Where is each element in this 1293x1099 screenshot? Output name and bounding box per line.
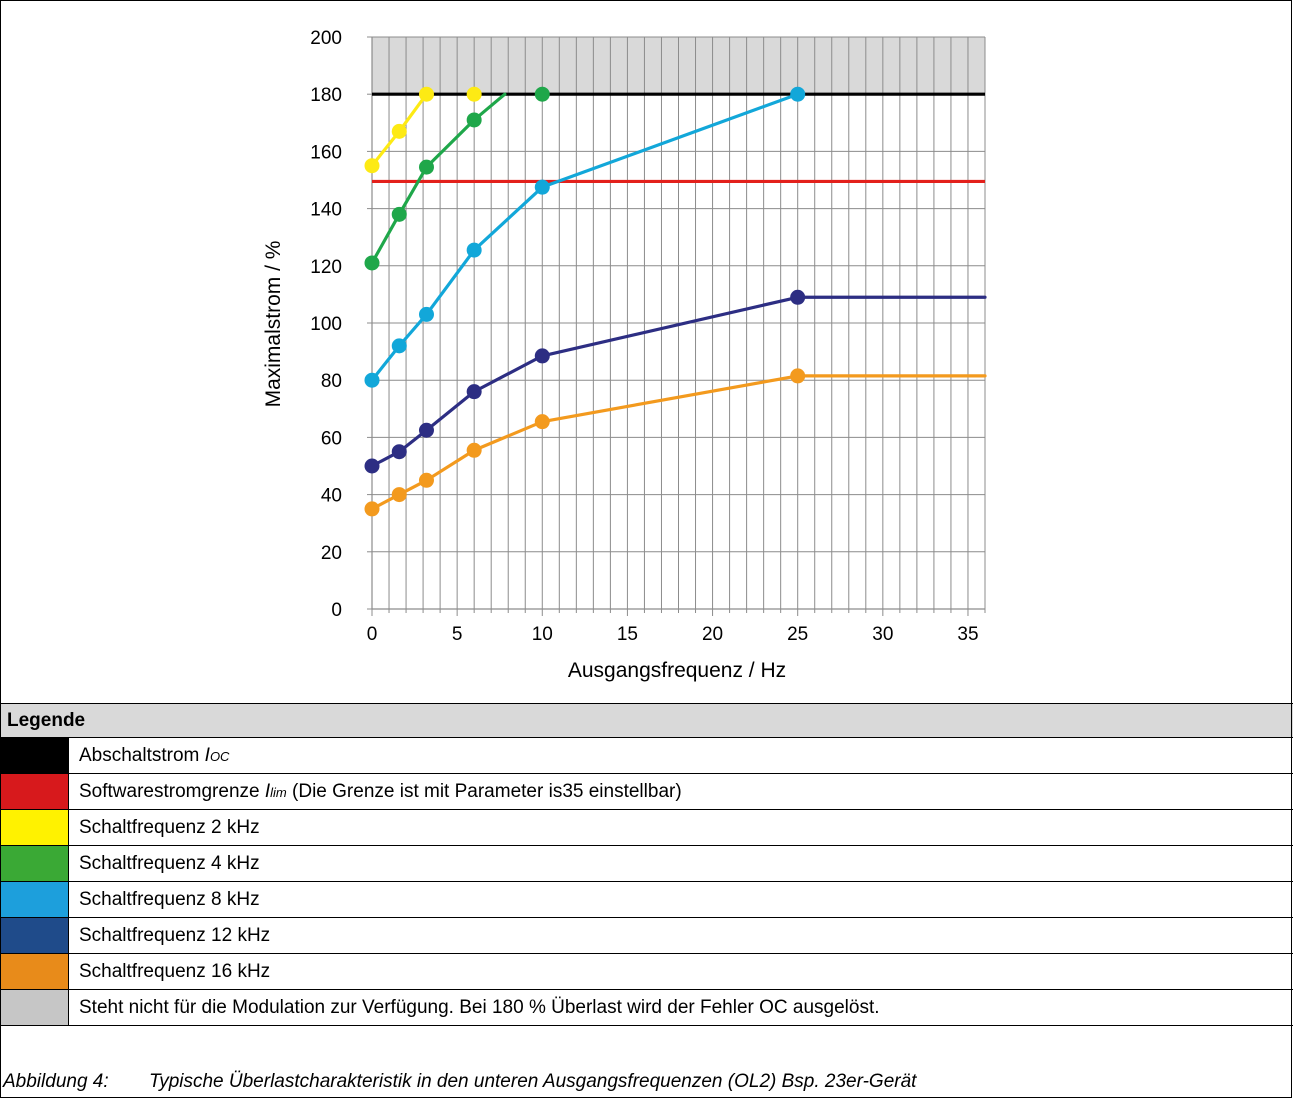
data-point [534,179,550,195]
series-1 [364,86,550,271]
legend-label: Schaltfrequenz 4 kHz [79,853,260,874]
x-tick-label: 25 [787,624,808,645]
x-axis-title: Ausgangsfrequenz / Hz [568,659,786,682]
y-tick-label: 0 [331,600,342,621]
legend-label: Schaltfrequenz 8 kHz [79,889,260,910]
legend-row: Steht nicht für die Modulation zur Verfü… [0,990,1293,1026]
y-tick-label: 120 [310,257,342,278]
legend-row: Schaltfrequenz 2 kHz [0,810,1293,846]
data-point [364,255,380,271]
legend-label: Schaltfrequenz 2 kHz [79,817,260,838]
y-tick-label: 100 [310,314,342,335]
legend-row: Softwarestromgrenze Ilim (Die Grenze ist… [0,774,1293,810]
series-3 [364,289,987,474]
legend-title: Legende [0,703,1293,738]
y-tick-label: 60 [321,428,342,449]
legend-label: Softwarestromgrenze Ilim (Die Grenze ist… [79,781,682,802]
y-tick-label: 40 [321,486,342,507]
figure-caption: Abbildung 4: Typische Überlastcharakteris… [0,1066,1293,1099]
caption-text: Typische Überlastcharakteristik in den u… [149,1071,917,1092]
y-tick-label: 140 [310,200,342,221]
x-tick-label: 0 [367,624,378,645]
y-tick-label: 160 [310,142,342,163]
legend-swatch [0,918,69,953]
series-line [370,92,800,382]
data-point [364,158,380,174]
legend-label: Schaltfrequenz 16 kHz [79,961,271,982]
x-tick-label: 15 [617,624,638,645]
x-tick-label: 10 [532,624,553,645]
data-point [418,472,434,488]
x-tick-label: 35 [957,624,978,645]
y-tick-label: 180 [310,85,342,106]
data-point [391,338,407,354]
data-point [391,206,407,222]
series-0 [364,86,482,174]
legend-swatch [0,846,69,881]
data-point [466,384,482,400]
series-line [370,92,507,265]
data-point [364,372,380,388]
data-point [391,444,407,460]
y-tick-label: 200 [310,28,342,49]
legend-table: Legende Abschaltstrom IOC Softwarestromgr… [0,703,1293,1026]
data-point [391,487,407,503]
legend-label: Schaltfrequenz 12 kHz [79,925,271,946]
data-point [534,414,550,430]
legend-row: Schaltfrequenz 8 kHz [0,882,1293,918]
x-tick-label: 5 [452,624,463,645]
legend-row: Schaltfrequenz 4 kHz [0,846,1293,882]
legend-swatch [0,954,69,989]
series-4 [364,368,987,517]
data-point [466,86,482,102]
data-point [466,112,482,128]
data-point [418,86,434,102]
data-point [418,159,434,175]
data-point [391,123,407,139]
legend-label: Steht nicht für die Modulation zur Verfü… [79,997,880,1018]
y-tick-label: 80 [321,371,342,392]
x-tick-label: 20 [702,624,723,645]
data-point [534,348,550,364]
legend-row: Schaltfrequenz 12 kHz [0,918,1293,954]
legend-rows: Abschaltstrom IOC Softwarestromgrenze Ili… [0,738,1293,1026]
data-point [790,289,806,305]
data-point [418,422,434,438]
legend-row: Schaltfrequenz 16 kHz [0,954,1293,990]
legend-swatch [0,738,69,773]
legend-swatch [0,810,69,845]
data-point [790,86,806,102]
x-tick-label: 30 [872,624,893,645]
series-2 [364,86,806,388]
data-point [364,458,380,474]
data-point [466,242,482,258]
data-point [364,501,380,517]
data-point [790,368,806,384]
legend-row: Abschaltstrom IOC [0,738,1293,774]
legend-swatch [0,990,69,1025]
overload-chart: 0 20 40 60 80 100 120 140 160 180 200 0 5 10 15 20 25 30 3… [262,28,987,682]
y-axis-title: Maximalstrom / % [262,241,285,408]
data-point [534,86,550,102]
legend-swatch [0,774,69,809]
caption-label: Abbildung 4: [3,1071,109,1092]
series-line [397,92,429,133]
data-point [418,306,434,322]
legend-swatch [0,882,69,917]
legend-label: Abschaltstrom IOC [79,745,230,766]
data-point [466,442,482,458]
y-tick-label: 20 [321,543,342,564]
